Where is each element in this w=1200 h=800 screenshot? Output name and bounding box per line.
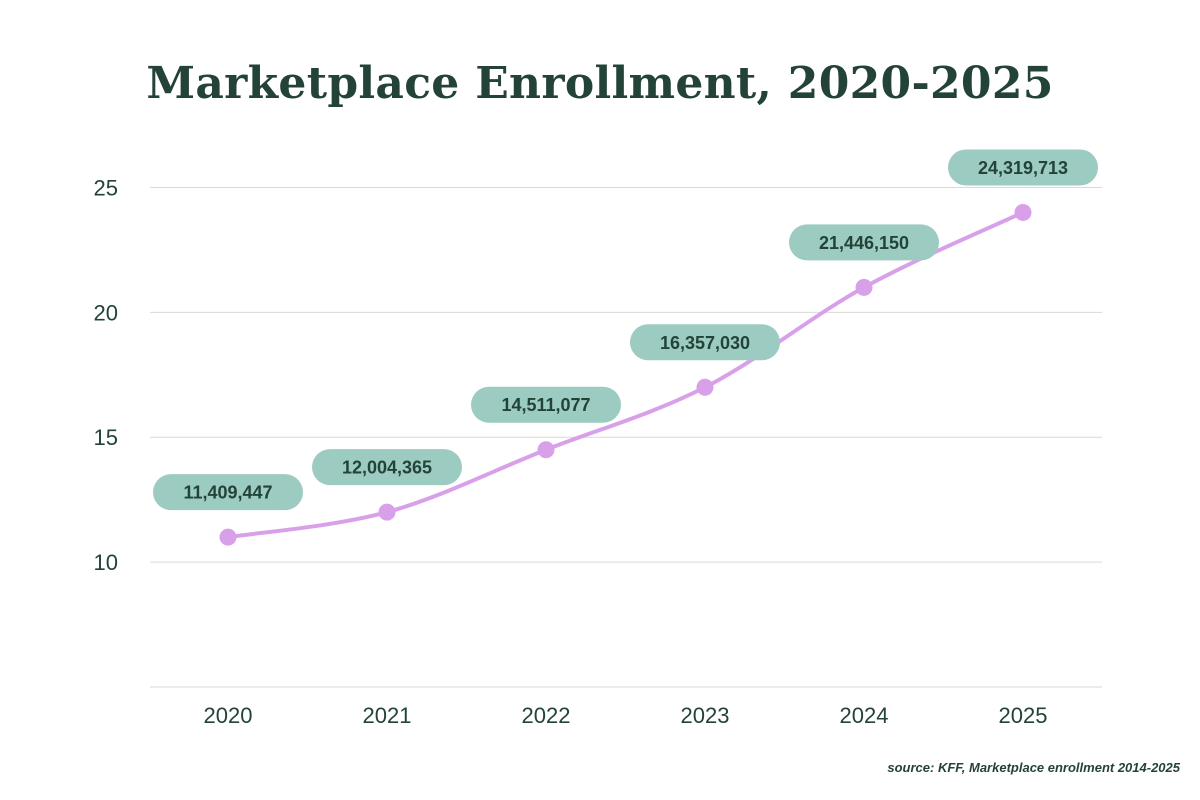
x-tick-label: 2023 (681, 703, 730, 728)
data-label: 24,319,713 (948, 149, 1098, 186)
source-note: source: KFF, Marketplace enrollment 2014… (887, 760, 1180, 775)
data-labels: 11,409,447 12,004,365 14,511,077 16,357,030… (153, 149, 1098, 511)
data-label: 16,357,030 (630, 324, 780, 361)
data-label: 21,446,150 (789, 224, 939, 261)
x-axis-ticks: 2020 2021 2022 2023 2024 2025 (204, 703, 1048, 728)
data-point (219, 528, 237, 546)
data-label: 11,409,447 (153, 474, 303, 511)
data-label-pill (630, 324, 780, 361)
x-tick-label: 2022 (522, 703, 571, 728)
x-tick-label: 2024 (840, 703, 889, 728)
data-point (378, 503, 396, 521)
data-label-pill (948, 149, 1098, 186)
series-line (226, 210, 1025, 540)
data-point (696, 378, 714, 396)
x-tick-label: 2020 (204, 703, 253, 728)
data-point (855, 278, 873, 296)
data-label-text: 24,319,713 (978, 158, 1068, 178)
gridlines (150, 186, 1102, 688)
data-label-pill (789, 224, 939, 261)
data-label-pill (312, 449, 462, 486)
x-tick-label: 2025 (999, 703, 1048, 728)
data-label-text: 12,004,365 (342, 458, 432, 478)
data-label-text: 14,511,077 (501, 395, 590, 415)
data-label-text: 16,357,030 (660, 333, 750, 353)
data-label-text: 11,409,447 (183, 483, 272, 503)
y-axis-ticks: 10 15 20 25 (94, 175, 118, 575)
y-tick-label: 10 (94, 550, 118, 575)
chart-title: Marketplace Enrollment, 2020-2025 (146, 58, 1054, 109)
data-label: 12,004,365 (312, 449, 462, 486)
y-tick-label: 20 (94, 300, 118, 325)
data-label-pill (471, 386, 621, 423)
data-label-pill (153, 474, 303, 511)
data-label-text: 21,446,150 (819, 233, 909, 253)
series-group (219, 203, 1032, 546)
y-tick-label: 15 (94, 425, 118, 450)
data-point (537, 441, 555, 459)
data-label: 14,511,077 (471, 386, 621, 423)
data-point (1014, 203, 1032, 221)
y-tick-label: 25 (94, 175, 118, 200)
x-tick-label: 2021 (363, 703, 412, 728)
